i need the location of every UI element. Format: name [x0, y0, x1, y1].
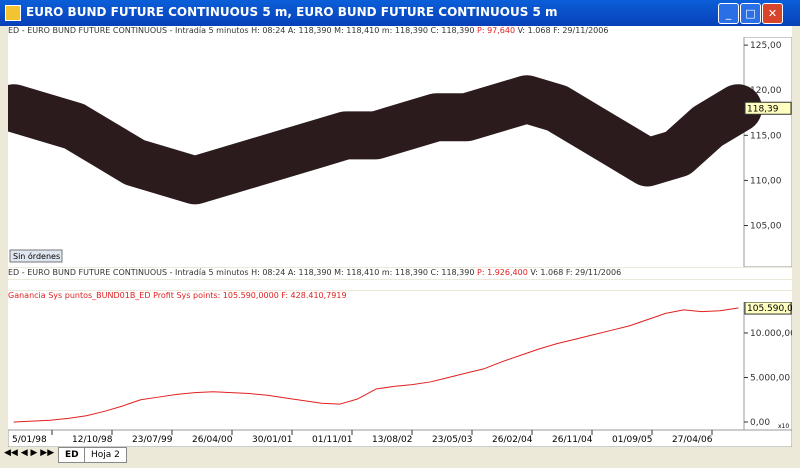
minimize-button[interactable]: _ [718, 3, 739, 24]
x-tick-label: 23/07/99 [132, 435, 173, 445]
last-value-box [744, 101, 792, 115]
x-tick-label: 01/09/05 [612, 435, 652, 445]
plot-bg [8, 302, 744, 430]
x-tick-label: 26/02/04 [492, 435, 533, 445]
x-tick-label: 12/10/98 [72, 435, 113, 445]
series-line [13, 307, 739, 423]
y-tick-label: 105,00 [750, 222, 782, 232]
y-tick-label: 0,00 [750, 418, 770, 428]
y-tick-label: 5.000,00 [750, 373, 790, 383]
header-end: V: 1.068 F: 29/11/2006 [530, 268, 622, 277]
axis-bg [743, 302, 792, 431]
x-tick-label: 26/04/00 [192, 435, 233, 445]
title-bar: EURO BUND FUTURE CONTINUOUS 5 m, EURO BU… [0, 0, 800, 26]
x-tick-label: 23/05/03 [432, 435, 472, 445]
y-tick-label: 110,00 [750, 176, 782, 186]
app-icon [5, 5, 21, 21]
y-tick-label: 115,00 [750, 131, 782, 141]
x-tick-label: 13/08/02 [372, 435, 412, 445]
y-tick-label: 10.000,00 [750, 329, 792, 339]
last-value-label: 118,39 [747, 104, 779, 114]
x-tick-label: 26/11/04 [552, 435, 593, 445]
x-axis-bg [8, 429, 792, 447]
x-tick-label: 30/01/01 [252, 435, 292, 445]
y-tick-label: 120,00 [750, 86, 782, 96]
series-line [8, 75, 762, 205]
header-text: ED - EURO BUND FUTURE CONTINUOUS - Intra… [8, 268, 475, 277]
sheet-nav[interactable]: ◀◀ ◀ ▶ ▶▶ [4, 448, 55, 458]
panel-header: ED - EURO BUND FUTURE CONTINUOUS - Intra… [8, 26, 792, 37]
panel-header: Ganancia Sys puntos_BUND01B_ED Profit Sy… [8, 291, 792, 302]
x-tick-label: 5/01/98 [12, 435, 47, 445]
axis-bg [743, 37, 792, 267]
maximize-button[interactable]: □ [740, 3, 761, 24]
panel-header: ED - EURO BUND FUTURE CONTINUOUS - Intra… [8, 268, 792, 279]
header-p: P: 97,640 [477, 26, 516, 35]
equity-chart: 10.000,00 5.000,00 0,00 105.590,0 5/01/98 12/… [8, 302, 792, 447]
sheet-tab[interactable]: ED [58, 447, 86, 463]
x-tick-label: 01/11/01 [312, 435, 352, 445]
close-button[interactable]: ✕ [762, 3, 783, 24]
y-tick-label: 125,00 [750, 41, 782, 51]
window-title: EURO BUND FUTURE CONTINUOUS 5 m, EURO BU… [26, 5, 558, 19]
panel-strip [8, 280, 792, 290]
last-value-label: 105.590,0 [747, 304, 792, 314]
x-tick-label: 27/04/06 [672, 435, 713, 445]
status-label: Sin órdenes [13, 251, 60, 261]
status-box [9, 249, 63, 263]
scale-note: x10 [778, 423, 789, 430]
price-chart: 125,00 120,00 115,00 110,00 105,00 118,39 Sin … [8, 37, 792, 267]
last-value-box [744, 302, 792, 315]
header-text: Ganancia Sys puntos_BUND01B_ED Profit Sy… [8, 291, 347, 300]
header-p: P: 1.926,400 [477, 268, 528, 277]
header-text: ED - EURO BUND FUTURE CONTINUOUS - Intra… [8, 26, 475, 35]
sheet-tab[interactable]: Hoja 2 [84, 447, 127, 463]
header-end: V: 1.068 F: 29/11/2006 [517, 26, 609, 35]
